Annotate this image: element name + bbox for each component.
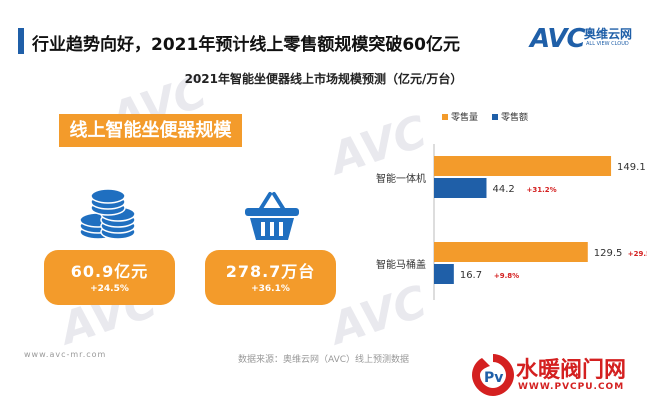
category-label: 智能马桶盖 xyxy=(376,258,426,271)
bar xyxy=(434,264,454,284)
website-url: www.avc-mr.com xyxy=(24,350,107,359)
pv-badge-icon: Pv xyxy=(472,354,514,396)
logo-name-en: ALL VIEW CLOUD xyxy=(586,41,629,47)
bar-chart: 零售量零售额智能一体机149.1+42.5%44.2+31.2%智能马桶盖129… xyxy=(376,111,647,300)
legend-swatch xyxy=(442,114,448,120)
stat-sales-volume: 278.7万台 +36.1% xyxy=(205,250,336,305)
chart-title: 2021年智能坐便器线上市场规模预测（亿元/万台） xyxy=(184,72,463,86)
logo-mark: AVC xyxy=(530,24,586,54)
logo-name-cn: 奥维云网 xyxy=(584,27,633,41)
svg-text:Pv: Pv xyxy=(484,370,503,386)
section-title: 线上智能坐便器规模 xyxy=(59,114,242,147)
coins-icon xyxy=(79,188,136,240)
data-source: 数据来源：奥维云网（AVC）线上预测数据 xyxy=(237,355,410,365)
watermark-name: 水暖阀门网 xyxy=(516,358,627,383)
basket-icon xyxy=(245,192,299,240)
growth-label: +9.8% xyxy=(494,272,519,280)
growth-label: +29.5% xyxy=(628,250,647,258)
stat-value: 278.7万台 xyxy=(225,262,316,281)
stat-value: 60.9亿元 xyxy=(70,262,149,281)
growth-label: +31.2% xyxy=(526,186,556,194)
data-label: 149.1 xyxy=(617,162,646,173)
legend-swatch xyxy=(492,114,498,120)
stat-sales-value: 60.9亿元 +24.5% xyxy=(44,250,175,305)
bar xyxy=(434,242,588,262)
bar xyxy=(434,178,487,198)
avc-logo: AVC 奥维云网 ALL VIEW CLOUD xyxy=(530,24,642,54)
data-label: 44.2 xyxy=(492,184,514,195)
watermark-url: WWW.PVCPU.COM xyxy=(518,382,625,392)
legend-label: 零售额 xyxy=(501,111,528,123)
legend-label: 零售量 xyxy=(451,111,478,123)
category-label: 智能一体机 xyxy=(376,172,426,185)
stat-growth: +24.5% xyxy=(90,284,129,294)
watermark-logo: Pv 水暖阀门网 WWW.PVCPU.COM xyxy=(470,350,646,402)
data-label: 129.5 xyxy=(594,248,623,259)
title-accent-bar xyxy=(18,28,24,54)
bar xyxy=(434,156,612,176)
stat-growth: +36.1% xyxy=(251,284,290,294)
data-label: 16.7 xyxy=(460,270,482,281)
page-title: 行业趋势向好，2021年预计线上零售额规模突破60亿元 xyxy=(32,35,460,55)
